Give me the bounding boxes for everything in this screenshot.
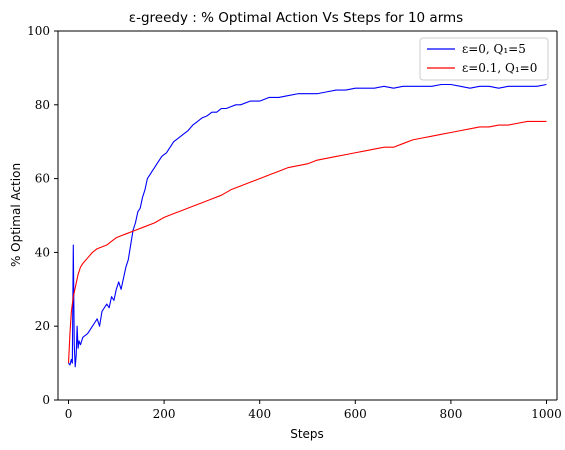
x-tick-label-400: 400 — [248, 407, 271, 421]
y-axis-label: % Optimal Action — [9, 163, 23, 267]
plot-background — [58, 31, 557, 400]
x-axis-label: Steps — [290, 427, 324, 441]
series-layer — [67, 83, 547, 368]
x-tick-label-0: 0 — [65, 407, 73, 421]
y-tick-label-0: 0 — [42, 393, 50, 407]
x-tick-label-1000: 1000 — [531, 407, 562, 421]
axes-layer — [57, 30, 558, 401]
legend-label-series-1: ε=0, Q₁=5 — [462, 42, 526, 56]
y-tick-label-100: 100 — [27, 24, 50, 38]
legend-label-series-2: ε=0.1, Q₁=0 — [462, 61, 537, 75]
series-line-1 — [68, 83, 547, 368]
plot-area — [58, 31, 557, 400]
series-line-2 — [67, 120, 547, 364]
y-tick-label-20: 20 — [35, 319, 50, 333]
chart-title: ε-greedy : % Optimal Action Vs Steps for… — [129, 10, 463, 26]
legend: ε=0, Q₁=5 ε=0.1, Q₁=0 — [419, 37, 549, 81]
y-tick-label-40: 40 — [35, 245, 50, 259]
y-tick-label-60: 60 — [35, 172, 50, 186]
y-tick-label-80: 80 — [35, 98, 50, 112]
x-tick-label-600: 600 — [344, 407, 367, 421]
x-tick-label-800: 800 — [439, 407, 462, 421]
x-tick-label-200: 200 — [153, 407, 176, 421]
ticks-layer: 0 200 400 600 800 1000 0 20 40 60 80 100 — [27, 24, 562, 421]
